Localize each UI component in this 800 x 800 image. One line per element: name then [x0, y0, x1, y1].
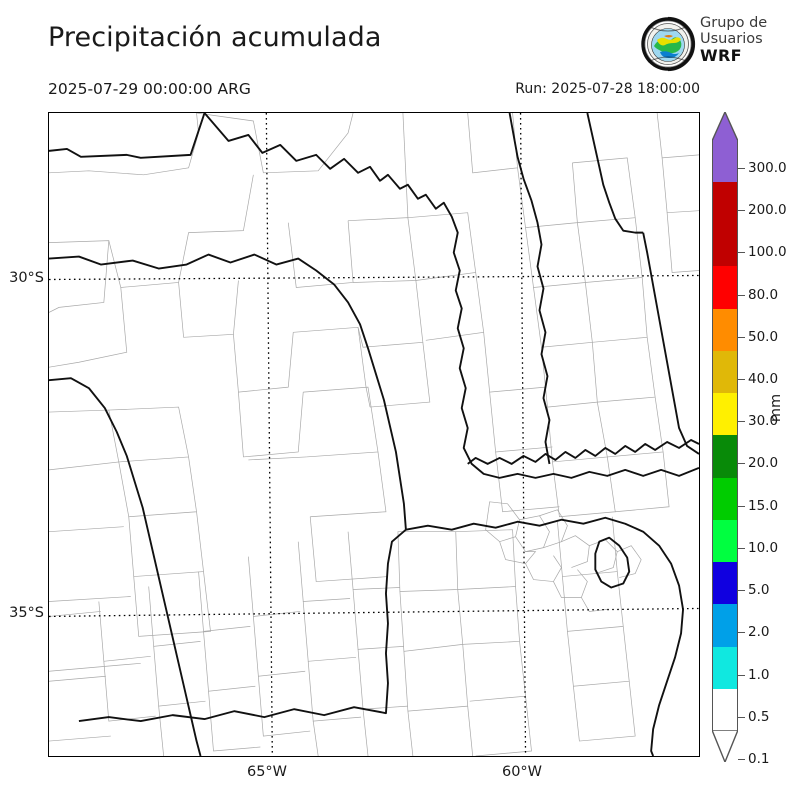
colorbar-tick-label-5: 40.0 — [748, 371, 779, 387]
map-geography — [49, 113, 699, 756]
colorbar-tick-8 — [738, 506, 745, 507]
colorbar-band-0 — [713, 140, 737, 182]
colorbar-tick-label-3: 80.0 — [748, 287, 779, 303]
colorbar-tick-9 — [738, 548, 745, 549]
colorbar-under-arrow-icon — [712, 730, 738, 762]
colorbar-band-3 — [713, 266, 737, 309]
map-canvas[interactable] — [48, 112, 700, 757]
colorbar-tick-label-13: 0.5 — [748, 709, 770, 725]
logo-line-2: Usuarios — [700, 31, 763, 48]
colorbar-tick-7 — [738, 463, 745, 464]
colorbar-tick-0 — [738, 168, 745, 169]
colorbar-tick-10 — [738, 590, 745, 591]
lat-tick-label-30s: 30°S — [9, 270, 44, 286]
colorbar-tick-label-8: 15.0 — [748, 498, 779, 514]
colorbar-tick-label-9: 10.0 — [748, 540, 779, 556]
province-boundaries — [49, 113, 699, 756]
colorbar-gradient[interactable] — [712, 140, 738, 732]
graticule-lines — [49, 113, 699, 756]
colorbar-band-5 — [713, 351, 737, 393]
colorbar-band-4 — [713, 309, 737, 351]
colorbar-over-arrow-icon — [712, 112, 738, 141]
colorbar[interactable]: 300.0 200.0 100.0 80.0 50.0 40.0 30.0 20.0 15.0 1… — [712, 112, 800, 767]
colorbar-band-8 — [713, 478, 737, 520]
globe-emblem-icon — [641, 16, 696, 72]
department-boundaries — [49, 113, 699, 756]
lat-tick-label-35s: 35°S — [9, 605, 44, 621]
run-time-label: Run: 2025-07-28 18:00:00 — [515, 81, 700, 97]
page-title: Precipitación acumulada — [48, 22, 382, 53]
colorbar-tick-11 — [738, 632, 745, 633]
colorbar-tick-label-11: 2.0 — [748, 624, 770, 640]
colorbar-band-7 — [713, 435, 737, 478]
colorbar-band-6 — [713, 393, 737, 435]
colorbar-tick-label-0: 300.0 — [748, 160, 787, 176]
colorbar-tick-label-1: 200.0 — [748, 202, 787, 218]
colorbar-band-11 — [713, 604, 737, 647]
colorbar-unit-label: mm — [768, 393, 784, 423]
colorbar-tick-12 — [738, 675, 745, 676]
colorbar-tick-5 — [738, 379, 745, 380]
colorbar-tick-label-6: 30.0 — [748, 413, 779, 429]
colorbar-tick-4 — [738, 337, 745, 338]
colorbar-tick-label-4: 50.0 — [748, 329, 779, 345]
colorbar-tick-14 — [738, 759, 745, 760]
colorbar-tick-13 — [738, 717, 745, 718]
colorbar-band-1 — [713, 182, 737, 224]
colorbar-tick-3 — [738, 295, 745, 296]
colorbar-tick-label-10: 5.0 — [748, 582, 770, 598]
colorbar-tick-2 — [738, 252, 745, 253]
logo-line-1: Grupo de — [700, 15, 768, 31]
colorbar-band-2 — [713, 224, 737, 266]
lon-tick-label-65w: 65°W — [246, 764, 288, 780]
logo-line-3: WRF — [700, 46, 742, 66]
colorbar-band-9 — [713, 520, 737, 562]
logo-text-block: Grupo de Usuarios WRF — [700, 15, 767, 65]
colorbar-band-13 — [713, 689, 737, 732]
colorbar-tick-1 — [738, 210, 745, 211]
wrf-user-group-logo: Grupo de Usuarios WRF — [640, 14, 796, 76]
colorbar-tick-6 — [738, 421, 745, 422]
colorbar-tick-label-7: 20.0 — [748, 455, 779, 471]
colorbar-band-10 — [713, 562, 737, 604]
colorbar-tick-label-2: 100.0 — [748, 244, 787, 260]
colorbar-band-12 — [713, 647, 737, 689]
valid-time-label: 2025-07-29 00:00:00 ARG — [48, 80, 251, 98]
lon-tick-label-60w: 60°W — [501, 764, 543, 780]
colorbar-tick-label-14: 0.1 — [748, 751, 770, 767]
colorbar-tick-label-12: 1.0 — [748, 667, 770, 683]
